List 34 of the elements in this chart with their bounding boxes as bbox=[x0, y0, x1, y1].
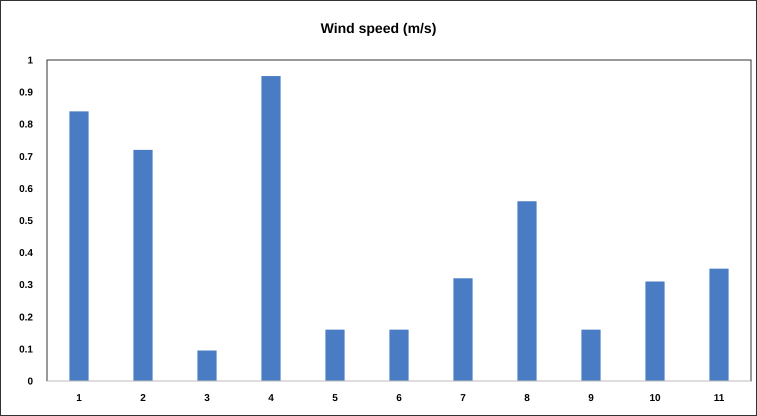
x-tick-label: 11 bbox=[714, 393, 725, 404]
x-tick-label: 8 bbox=[524, 393, 530, 404]
bar bbox=[389, 330, 409, 381]
x-tick-label: 3 bbox=[204, 393, 210, 404]
bar bbox=[69, 111, 89, 381]
y-tick-label: 0.1 bbox=[19, 344, 34, 356]
chart-title: Wind speed (m/s) bbox=[320, 20, 436, 36]
y-tick-label: 0.6 bbox=[19, 184, 34, 195]
y-tick-label: 0.5 bbox=[19, 216, 34, 227]
y-tick-label: 1 bbox=[27, 56, 34, 66]
x-tick-label: 2 bbox=[140, 393, 146, 404]
y-tick-label: 0.7 bbox=[19, 152, 34, 163]
bar bbox=[581, 330, 601, 381]
bar bbox=[325, 330, 345, 381]
x-tick-label: 6 bbox=[396, 393, 402, 404]
y-tick-label: 0.4 bbox=[19, 248, 34, 260]
x-tick-label: 1 bbox=[76, 393, 82, 404]
bar bbox=[261, 76, 281, 381]
bar bbox=[133, 150, 153, 381]
y-tick-label: 0.2 bbox=[19, 312, 34, 324]
x-tick-label: 5 bbox=[332, 393, 338, 404]
y-tick-label: 0 bbox=[27, 376, 34, 388]
x-tick-label: 7 bbox=[460, 393, 466, 404]
bar bbox=[709, 268, 729, 381]
x-tick-label: 10 bbox=[649, 393, 661, 404]
bar bbox=[645, 281, 665, 381]
y-tick-label: 0.9 bbox=[19, 88, 34, 99]
x-tick-label: 9 bbox=[588, 393, 594, 404]
bar bbox=[453, 278, 473, 381]
bar bbox=[197, 350, 217, 381]
y-tick-label: 0.8 bbox=[19, 120, 34, 131]
x-tick-label: 4 bbox=[268, 393, 274, 404]
y-tick-label: 0.3 bbox=[19, 280, 34, 292]
bar bbox=[517, 201, 537, 381]
